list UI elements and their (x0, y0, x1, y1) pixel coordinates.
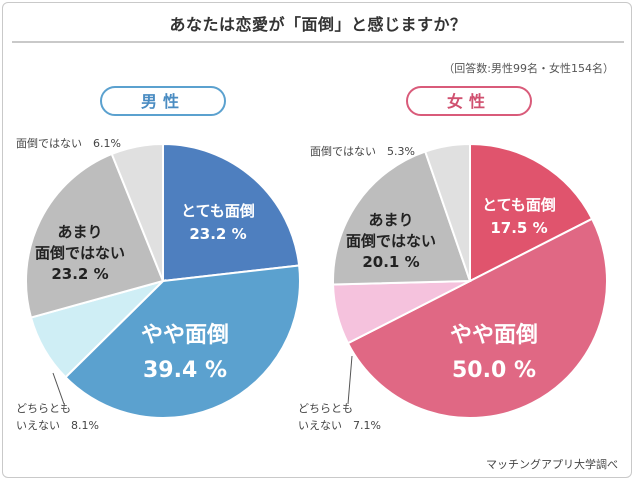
male-slice-4 (110, 142, 164, 282)
male-label-2: どちらともいえない 8.1% (16, 402, 99, 432)
male-label-3: あまり面倒ではない 23.2 % (35, 223, 125, 283)
title-divider (12, 41, 624, 43)
male-leader-line-2 (52, 372, 65, 405)
chart-title: あなたは恋愛が「面倒」と感じますか？ (169, 15, 467, 34)
female-slice-1 (346, 217, 608, 419)
female-label-4: 面倒ではない 5.3% (310, 145, 415, 158)
female-label-0: とても面倒 17.5 % (482, 196, 556, 237)
male-label-4: 面倒ではない 6.1% (16, 137, 121, 150)
female-label-3: あまり面倒ではない 20.1 % (346, 211, 436, 271)
respondent-count-note: （回答数:男性99名・女性154名） (443, 62, 614, 75)
female-label: 女性 (406, 86, 532, 116)
female-leader-line-2 (347, 355, 353, 405)
male-slice-0 (162, 142, 301, 283)
male-label-0: とても面倒 23.2 % (181, 202, 255, 243)
female-label-2: どちらともいえない 7.1% (298, 402, 381, 432)
male-slice-3 (25, 152, 165, 319)
survey-credit: マッチングアプリ大学調べ (486, 458, 618, 471)
male-label: 男性 (100, 86, 226, 116)
female-label-1: やや面倒 50.0 % (450, 323, 538, 383)
male-slice-1 (64, 264, 301, 419)
female-slice-0 (469, 142, 594, 283)
male-label-1: やや面倒 39.4 % (141, 323, 229, 383)
female-slice-4 (423, 142, 471, 282)
